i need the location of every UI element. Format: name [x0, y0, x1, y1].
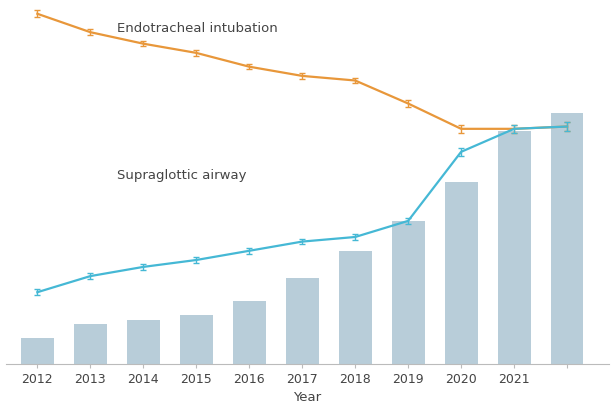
- Bar: [392, 221, 424, 364]
- Text: Supraglottic airway: Supraglottic airway: [117, 169, 246, 182]
- Bar: [445, 182, 477, 364]
- Bar: [180, 315, 213, 364]
- Bar: [550, 113, 584, 364]
- Bar: [21, 338, 54, 364]
- Bar: [127, 320, 160, 364]
- X-axis label: Year: Year: [293, 391, 322, 403]
- Text: Endotracheal intubation: Endotracheal intubation: [117, 22, 277, 35]
- Bar: [498, 132, 531, 364]
- Bar: [233, 302, 266, 364]
- Bar: [74, 325, 107, 364]
- Bar: [286, 279, 319, 364]
- Bar: [339, 251, 371, 364]
